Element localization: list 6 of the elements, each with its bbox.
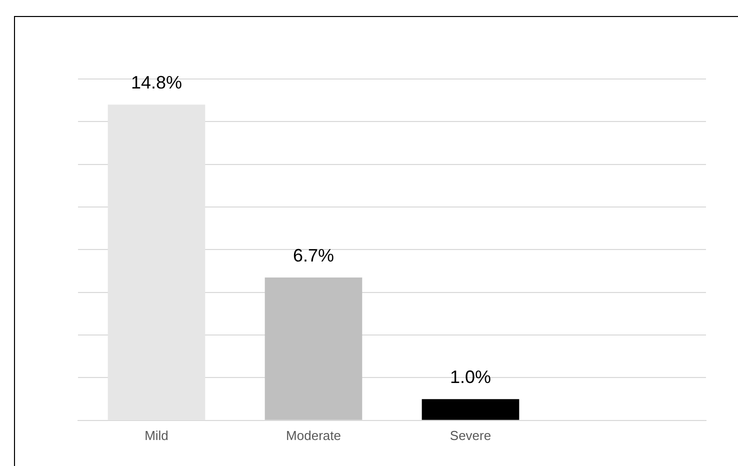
data-label: 1.0% [450, 367, 492, 388]
data-label: 6.7% [292, 245, 334, 266]
x-tick-label: Severe [450, 428, 492, 443]
x-tick-label: Mild [144, 428, 168, 443]
x-tick-label: Moderate [286, 428, 341, 443]
data-label: 14.8% [130, 72, 182, 93]
